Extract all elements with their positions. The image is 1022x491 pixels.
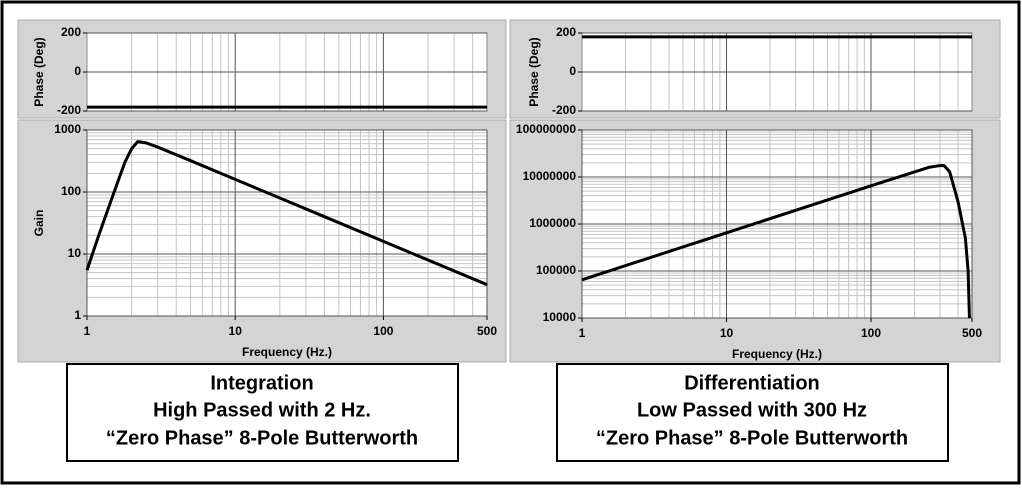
x-tick-label: 100 <box>861 326 881 340</box>
x-axis-label: Frequency (Hz.) <box>242 345 332 359</box>
y-tick-label: 1000 <box>54 122 81 136</box>
y-axis-label: Phase (Deg) <box>32 37 46 106</box>
y-axis-label: Gain <box>32 210 46 237</box>
x-tick-label: 500 <box>477 324 497 338</box>
y-tick-label: 1000000 <box>529 216 576 230</box>
y-tick-label: 100 <box>61 184 81 198</box>
y-tick-label: 100000 <box>536 263 576 277</box>
y-tick-label: 200 <box>61 25 81 39</box>
x-tick-label: 1 <box>84 324 91 338</box>
x-tick-label: 10 <box>229 324 243 338</box>
y-tick-label: -200 <box>552 103 576 117</box>
y-tick-label: -200 <box>57 103 81 117</box>
x-axis-label: Frequency (Hz.) <box>732 347 822 361</box>
y-tick-label: 100000000 <box>516 122 576 136</box>
caption: Low Passed with 300 Hz <box>637 399 867 421</box>
x-tick-label: 10 <box>720 326 734 340</box>
x-tick-label: 100 <box>373 324 393 338</box>
y-axis-label: Phase (Deg) <box>527 37 541 106</box>
plot-area <box>86 129 488 317</box>
y-tick-label: 1 <box>74 308 81 322</box>
y-tick-label: 10 <box>68 246 82 260</box>
y-tick-label: 10000000 <box>523 169 577 183</box>
caption-box <box>556 363 949 462</box>
y-tick-label: 10000 <box>543 310 577 324</box>
caption: “Zero Phase” 8-Pole Butterworth <box>596 427 908 449</box>
caption: Differentiation <box>684 372 820 394</box>
caption: Integration <box>210 372 313 394</box>
caption: High Passed with 2 Hz. <box>153 399 371 421</box>
y-tick-label: 200 <box>556 25 576 39</box>
y-tick-label: 0 <box>569 64 576 78</box>
x-tick-label: 500 <box>962 326 982 340</box>
caption-box <box>66 363 459 462</box>
y-tick-label: 0 <box>74 64 81 78</box>
caption: “Zero Phase” 8-Pole Butterworth <box>106 427 418 449</box>
line-series <box>581 164 971 319</box>
line-series <box>85 140 488 287</box>
x-tick-label: 1 <box>579 326 586 340</box>
